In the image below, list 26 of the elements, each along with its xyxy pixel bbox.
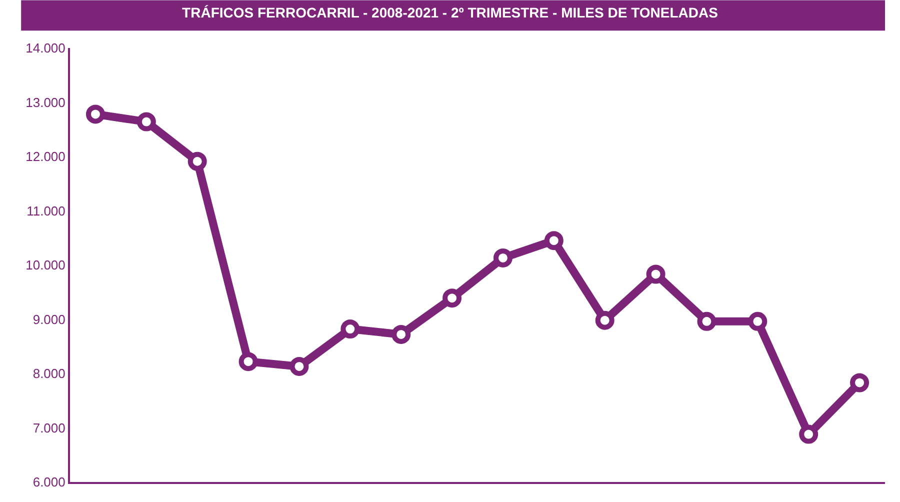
point xyxy=(136,112,156,132)
point xyxy=(646,264,666,284)
point xyxy=(392,324,411,344)
point xyxy=(340,320,360,339)
y-tick-label: 12.000 xyxy=(26,149,66,164)
y-tick-label: 10.000 xyxy=(26,258,66,273)
point xyxy=(850,373,870,392)
y-tick-label: 11.000 xyxy=(26,203,66,218)
y-tick-label: 14.000 xyxy=(26,40,66,56)
point xyxy=(290,356,309,376)
point xyxy=(595,310,614,330)
y-tick-label: 9.000 xyxy=(32,312,66,327)
point xyxy=(238,352,258,372)
chart-title: TRÁFICOS FERROCARRIL - 2008-2021 - 2º TRIMESTRE - MILES DE TONELADAS xyxy=(182,4,718,20)
y-tick-label: 7.000 xyxy=(32,420,66,436)
point xyxy=(86,104,105,124)
point xyxy=(493,248,512,268)
point xyxy=(799,424,818,444)
point xyxy=(697,312,716,331)
point xyxy=(188,152,207,171)
point xyxy=(544,231,564,250)
y-tick-label: 6.000 xyxy=(32,474,66,490)
point xyxy=(442,288,462,308)
y-tick-label: 8.000 xyxy=(32,366,66,382)
y-tick-label: 13.000 xyxy=(26,94,66,110)
point xyxy=(748,312,768,331)
